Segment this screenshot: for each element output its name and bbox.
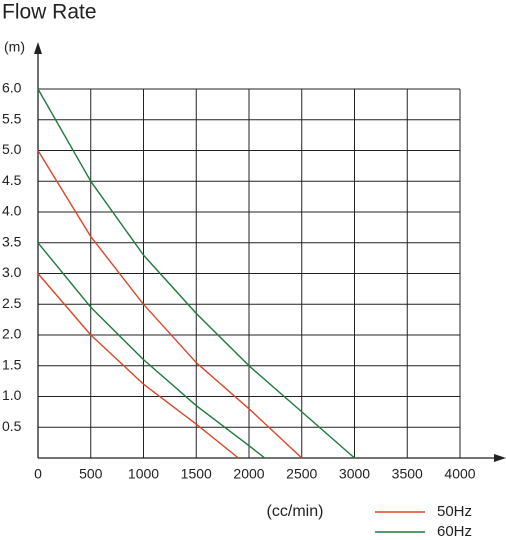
x-tick-label: 4000 (444, 466, 475, 482)
y-tick-label: 2.0 (2, 326, 22, 342)
chart-title: Flow Rate (2, 1, 97, 24)
curve (37, 273, 239, 459)
y-tick-label: 0.5 (2, 418, 22, 434)
x-tick-label: 2500 (286, 466, 317, 482)
x-tick-label: 3000 (339, 466, 370, 482)
y-tick-label: 5.0 (2, 141, 22, 157)
y-tick-label: 5.5 (2, 110, 22, 126)
x-tick-label: 500 (79, 466, 103, 482)
legend-label: 50Hz (437, 503, 472, 520)
x-tick-label: 3500 (392, 466, 423, 482)
y-axis-arrow (34, 42, 42, 54)
x-tick-label: 1500 (181, 466, 212, 482)
y-tick-label: 3.5 (2, 233, 22, 249)
x-axis-label: (cc/min) (267, 503, 324, 520)
x-tick-label: 0 (34, 466, 42, 482)
curve (37, 150, 303, 459)
x-tick-label: 2000 (233, 466, 264, 482)
curve (37, 88, 355, 459)
y-tick-label: 1.5 (2, 356, 22, 372)
y-tick-label: 4.5 (2, 172, 22, 188)
y-tick-label: 2.5 (2, 295, 22, 311)
y-tick-label: 1.0 (2, 387, 22, 403)
x-tick-label: 1000 (128, 466, 159, 482)
legend-label: 60Hz (437, 523, 472, 540)
y-tick-label: 4.0 (2, 203, 22, 219)
x-axis-arrow (494, 454, 506, 462)
y-tick-label: 6.0 (2, 80, 22, 96)
y-tick-label: 3.0 (2, 264, 22, 280)
curve (37, 242, 266, 459)
y-axis-label: (m) (4, 39, 25, 55)
